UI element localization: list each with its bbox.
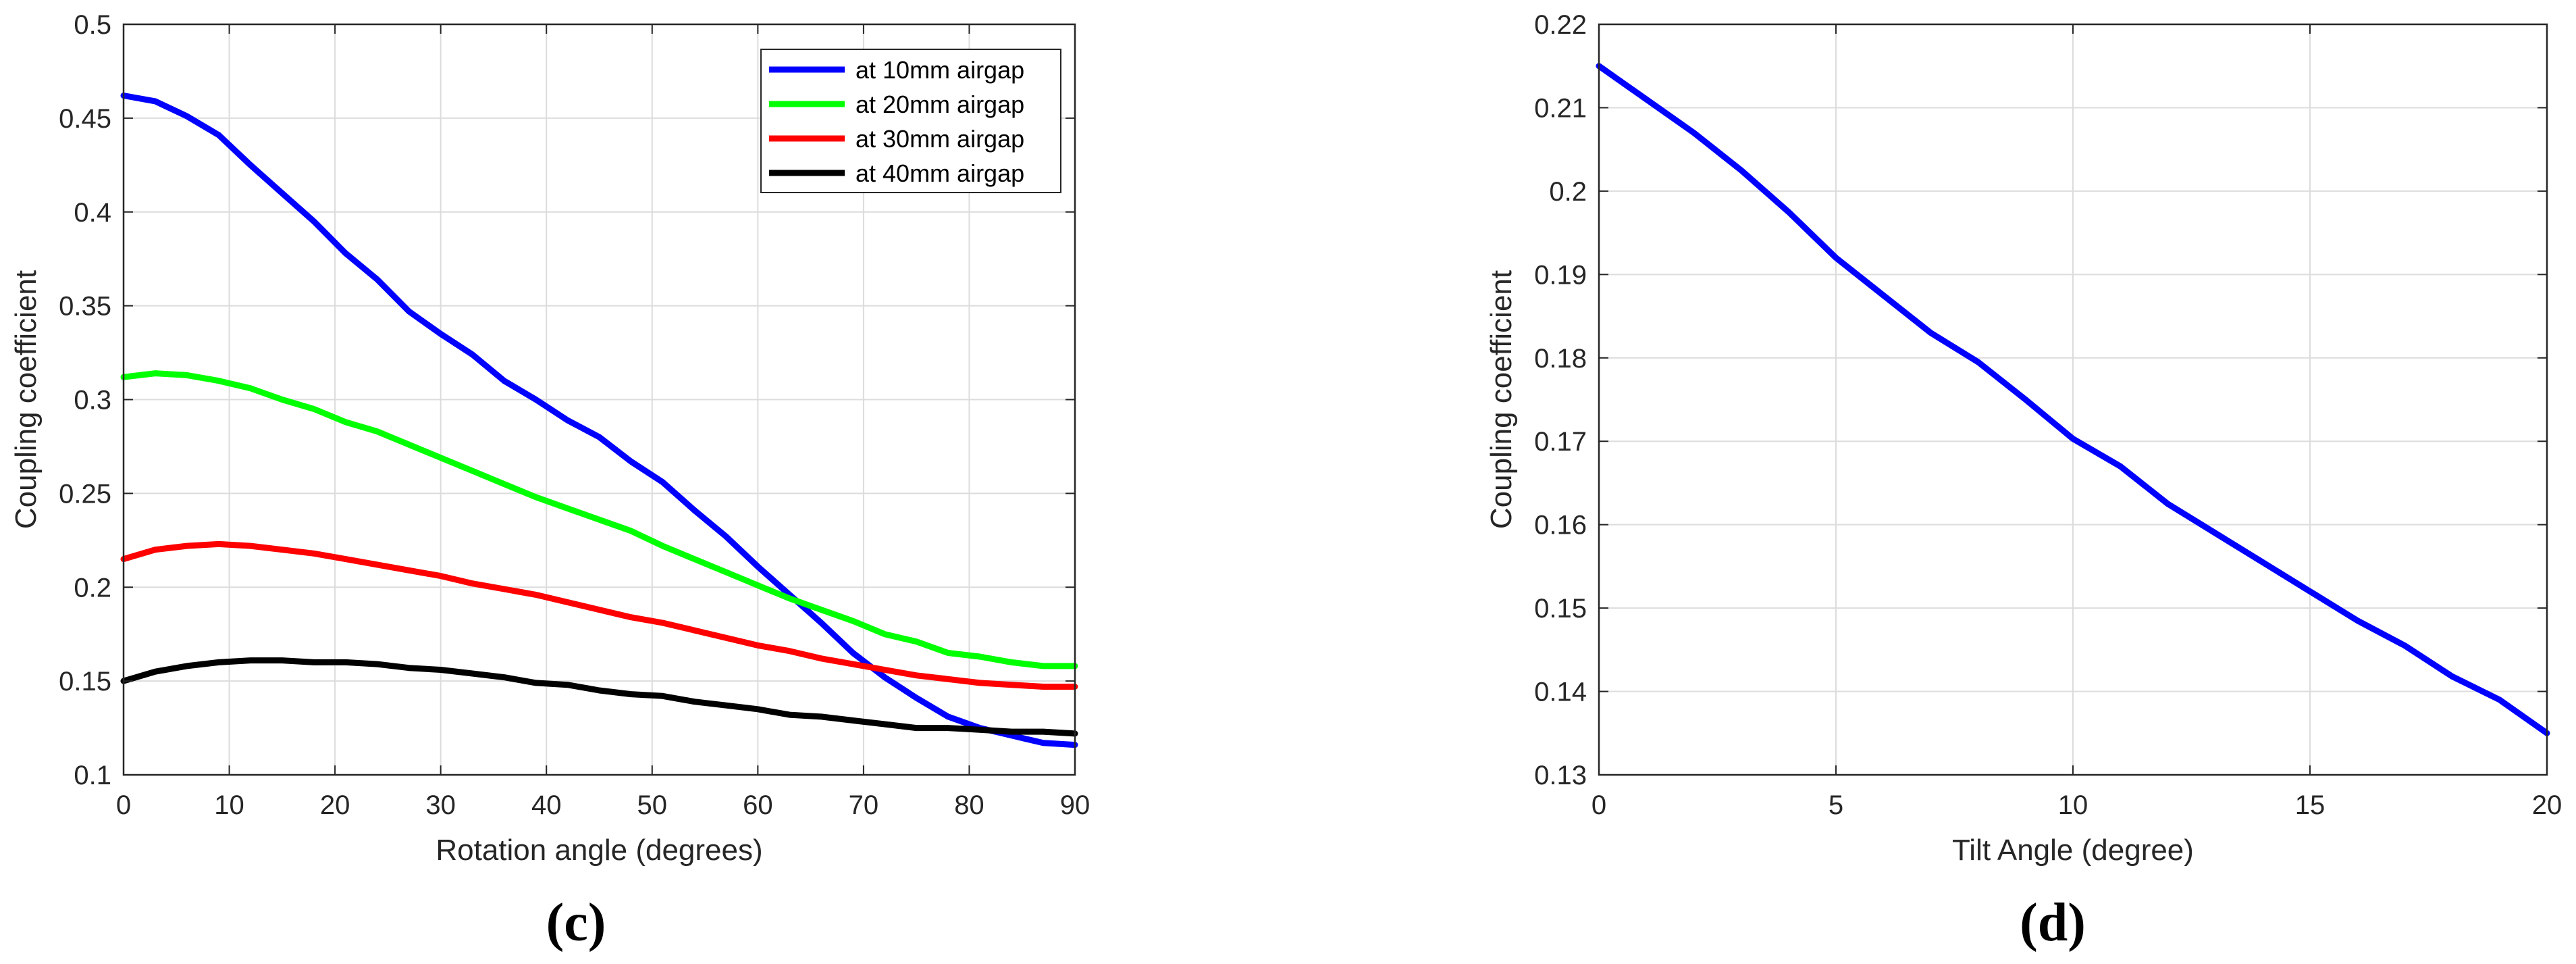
x-tick-label: 15 bbox=[2295, 790, 2325, 820]
y-tick-label: 0.4 bbox=[74, 198, 111, 228]
y-tick-label: 0.1 bbox=[74, 761, 111, 790]
x-tick-label: 60 bbox=[743, 790, 773, 820]
x-tick-label: 30 bbox=[425, 790, 456, 820]
series-line-1 bbox=[120, 370, 1078, 669]
chart-rotation-angle: 0 10 20 30 40 50 60 70 80 90 0.1 0.15 0.2 0.25 0.3 0.35… bbox=[9, 10, 1090, 953]
series-line-0 bbox=[120, 93, 1078, 749]
y-tick-label: 0.45 bbox=[59, 104, 111, 134]
y-tick-label: 0.35 bbox=[59, 292, 111, 322]
x-tick-label: 50 bbox=[637, 790, 668, 820]
y-axis-label: Coupling coefficient bbox=[9, 270, 43, 529]
series-line-0 bbox=[1596, 63, 2550, 736]
x-tick-label: 0 bbox=[1592, 790, 1606, 820]
x-tick-label: 40 bbox=[531, 790, 562, 820]
y-tick-label: 0.15 bbox=[59, 667, 111, 696]
y-tick-label: 0.25 bbox=[59, 479, 111, 509]
legend-label-2: at 30mm airgap bbox=[856, 125, 1024, 153]
x-tick-label: 20 bbox=[320, 790, 350, 820]
y-tick-label: 0.22 bbox=[1534, 10, 1587, 40]
legend-box bbox=[760, 49, 1061, 193]
y-tick-label: 0.2 bbox=[1549, 177, 1587, 207]
y-tick-label: 0.21 bbox=[1534, 93, 1587, 123]
x-tick-label: 10 bbox=[2058, 790, 2088, 820]
x-tick-label: 20 bbox=[2532, 790, 2562, 820]
x-tick-label: 0 bbox=[116, 790, 131, 820]
x-tick-label: 90 bbox=[1060, 790, 1090, 820]
x-tick-label: 70 bbox=[849, 790, 879, 820]
panel-label: (c) bbox=[546, 893, 606, 953]
x-axis-label: Tilt Angle (degree) bbox=[1952, 834, 2194, 867]
y-tick-label: 0.2 bbox=[74, 573, 111, 603]
x-tick-label: 10 bbox=[214, 790, 244, 820]
x-axis-label: Rotation angle (degrees) bbox=[436, 834, 762, 867]
y-tick-label: 0.16 bbox=[1534, 511, 1587, 540]
y-tick-label: 0.19 bbox=[1534, 260, 1587, 290]
x-tick-label: 80 bbox=[954, 790, 984, 820]
chart-tilt-angle: 0 5 10 15 20 0.13 0.14 0.15 0.16 0.17 0.18 0.19 0.2 0… bbox=[1485, 10, 2562, 953]
y-tick-label: 0.17 bbox=[1534, 427, 1587, 457]
y-tick-label: 0.13 bbox=[1534, 761, 1587, 790]
y-tick-label: 0.14 bbox=[1534, 678, 1587, 707]
legend-label-3: at 40mm airgap bbox=[856, 159, 1024, 187]
y-tick-label: 0.5 bbox=[74, 10, 111, 40]
y-tick-label: 0.3 bbox=[74, 386, 111, 415]
y-tick-label: 0.18 bbox=[1534, 344, 1587, 374]
legend-label-1: at 20mm airgap bbox=[856, 91, 1024, 118]
panel-label: (d) bbox=[2020, 893, 2086, 953]
series-line-3 bbox=[120, 657, 1078, 737]
series-line-2 bbox=[120, 540, 1078, 690]
y-tick-label: 0.15 bbox=[1534, 594, 1587, 624]
x-tick-label: 5 bbox=[1829, 790, 1843, 820]
legend-label-0: at 10mm airgap bbox=[856, 56, 1024, 84]
y-axis-label: Coupling coefficient bbox=[1485, 270, 1518, 529]
